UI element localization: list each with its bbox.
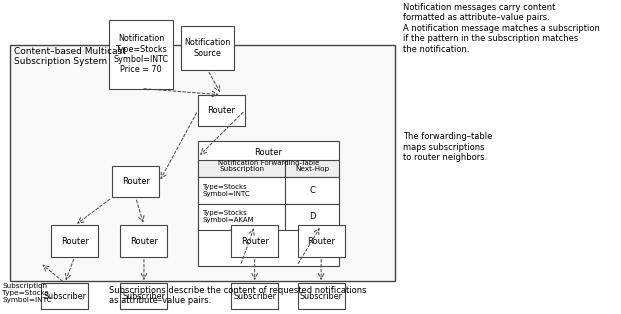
- FancyBboxPatch shape: [51, 225, 98, 257]
- Text: Type=Stocks
Symbol=INTC: Type=Stocks Symbol=INTC: [202, 184, 250, 197]
- Text: Notification
Type=Stocks
Symbol=INTC
Price = 70: Notification Type=Stocks Symbol=INTC Pri…: [114, 34, 169, 74]
- FancyBboxPatch shape: [120, 283, 168, 310]
- FancyBboxPatch shape: [120, 225, 168, 257]
- Text: Router: Router: [207, 106, 235, 115]
- Text: Notification messages carry content
formatted as attribute–value pairs.
A notifi: Notification messages carry content form…: [403, 3, 600, 54]
- Text: C: C: [309, 186, 315, 195]
- Text: Subscription: Subscription: [219, 166, 264, 172]
- Text: Subscription
Type=Stocks
Symbol=INTC: Subscription Type=Stocks Symbol=INTC: [2, 283, 52, 303]
- FancyBboxPatch shape: [198, 141, 339, 266]
- Text: Router: Router: [61, 236, 89, 246]
- FancyBboxPatch shape: [41, 283, 88, 310]
- Text: Subscriber: Subscriber: [122, 292, 165, 301]
- Text: The forwarding–table
maps subscriptions
to router neighbors.: The forwarding–table maps subscriptions …: [403, 132, 492, 162]
- FancyBboxPatch shape: [198, 95, 245, 126]
- FancyBboxPatch shape: [198, 177, 286, 204]
- Text: Router: Router: [130, 236, 158, 246]
- Text: Next-Hop: Next-Hop: [295, 166, 329, 172]
- Text: Router: Router: [255, 148, 283, 157]
- FancyBboxPatch shape: [198, 204, 286, 230]
- FancyBboxPatch shape: [10, 45, 394, 281]
- Text: D: D: [309, 212, 315, 221]
- Text: Content–based Multicast
Subscription System: Content–based Multicast Subscription Sys…: [14, 46, 125, 66]
- Text: Type=Stocks
Symbol=AKAM: Type=Stocks Symbol=AKAM: [202, 210, 254, 223]
- Text: Router: Router: [307, 236, 335, 246]
- FancyBboxPatch shape: [181, 26, 234, 70]
- FancyBboxPatch shape: [109, 20, 173, 89]
- Text: Subscriber: Subscriber: [300, 292, 343, 301]
- FancyBboxPatch shape: [286, 177, 339, 204]
- Text: Subscriber: Subscriber: [43, 292, 86, 301]
- Text: Subscriber: Subscriber: [233, 292, 276, 301]
- FancyBboxPatch shape: [286, 204, 339, 230]
- FancyBboxPatch shape: [112, 166, 159, 198]
- FancyBboxPatch shape: [231, 283, 278, 310]
- FancyBboxPatch shape: [231, 225, 278, 257]
- Text: Notification
Source: Notification Source: [184, 38, 231, 58]
- FancyBboxPatch shape: [286, 160, 339, 177]
- Text: Subscriptions describe the content of requested notifications
as attribute–value: Subscriptions describe the content of re…: [109, 286, 367, 305]
- FancyBboxPatch shape: [297, 225, 345, 257]
- Text: Router: Router: [122, 177, 150, 187]
- Text: Notification Forwarding-Table: Notification Forwarding-Table: [218, 160, 319, 165]
- FancyBboxPatch shape: [198, 160, 286, 177]
- Text: Router: Router: [241, 236, 269, 246]
- FancyBboxPatch shape: [297, 283, 345, 310]
